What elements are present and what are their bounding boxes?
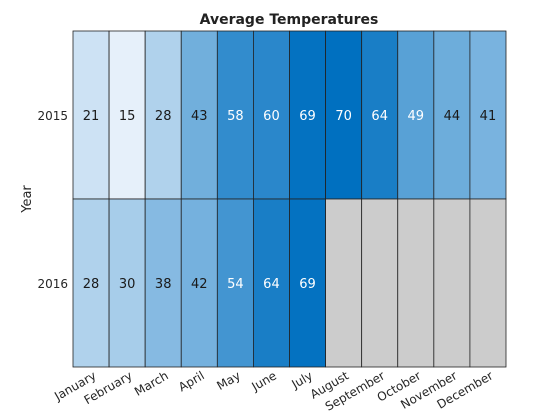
cell-value-label: 28 [155,109,172,124]
heatmap-cell [216,30,254,200]
cell-value-label: 21 [83,109,100,124]
cell-value-label: 42 [191,277,208,292]
cell-value-label: 49 [408,109,425,124]
y-tick-label: 2016 [37,277,68,291]
cell-value-label: 58 [227,109,244,124]
cell-value-label: 38 [155,277,172,292]
x-tick-label: April [176,368,207,394]
y-tick-labels: 2015 2016 [37,109,68,291]
cell-value-label: 44 [444,109,461,124]
cell-value-label: 30 [119,277,136,292]
heatmap-cell [397,30,435,200]
heatmap-cell [253,198,290,368]
y-tick-label: 2015 [37,109,68,123]
cell-value-label: 64 [371,109,388,124]
heatmap-cell [361,198,399,368]
x-tick-label: May [214,368,242,393]
heatmap-cell [433,198,471,368]
heatmap-cell [469,30,507,200]
heatmap-cells: 21 15 28 43 58 60 69 70 64 49 44 41 28 30 38 42 54 64 69 [72,30,507,368]
heatmap-cell [144,30,182,200]
cell-value-label: 43 [191,109,208,124]
cell-value-label: 54 [227,277,244,292]
heatmap-cell [469,198,507,368]
cell-value-label: 70 [335,109,352,124]
cell-value-label: 15 [119,109,136,124]
heatmap-cell [289,198,326,368]
cell-value-label: 28 [83,277,100,292]
heatmap-cell [180,30,218,200]
heatmap-cell [108,30,146,200]
cell-value-label: 64 [263,277,280,292]
heatmap-cell [216,198,254,368]
chart-title: Average Temperatures [200,12,379,28]
heatmap-cell [397,198,435,368]
heatmap-cell [72,30,110,200]
heatmap-cell [325,30,363,200]
y-axis-label: Year [20,185,35,214]
heatmap-cell [253,30,290,200]
cell-value-label: 41 [480,109,497,124]
heatmap-cell [180,198,218,368]
cell-value-label: 60 [263,109,280,124]
x-tick-label: June [248,368,279,394]
x-tick-label: March [132,368,171,398]
heatmap-cell [325,198,363,368]
cell-value-label: 69 [299,277,316,292]
cell-value-label: 69 [299,109,316,124]
heatmap-cell [72,198,110,368]
heatmap-cell [108,198,146,368]
